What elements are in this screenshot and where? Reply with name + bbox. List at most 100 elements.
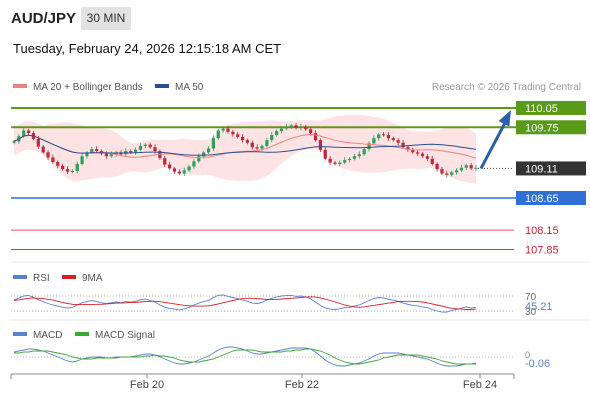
candle-body (275, 131, 279, 135)
macd-legend: MACD MACD Signal (13, 330, 155, 341)
candle-body (367, 143, 371, 150)
candle-body (177, 171, 181, 174)
ma20-legend-label: MA 20 + Bollinger Bands (33, 82, 143, 93)
candle-body (250, 142, 254, 148)
rsi-line (13, 294, 477, 313)
candle-body (420, 153, 425, 157)
candle-body (265, 140, 269, 146)
resistance-level-label: 109.75 (525, 122, 559, 134)
x-tick-label: Feb 24 (463, 379, 497, 391)
candle-body (90, 149, 94, 153)
candle-body (163, 158, 167, 165)
candle-body (202, 152, 206, 157)
main-legend: MA 20 + Bollinger Bands MA 50 Research ©… (13, 82, 581, 93)
candle-body (425, 156, 429, 159)
candle-body (221, 128, 225, 131)
x-tick-label: Feb 22 (285, 379, 319, 391)
candle-body (309, 129, 313, 134)
candle-body (459, 167, 464, 171)
candle-body (304, 126, 308, 130)
forecast-arrow (479, 120, 508, 170)
candle-body (279, 128, 284, 132)
candle-body (445, 173, 449, 175)
candle-body (450, 172, 454, 175)
candle-body (187, 166, 191, 171)
candle-body (197, 156, 201, 162)
last-price-label: 109.11 (525, 163, 558, 175)
forecast-arrow-head (498, 110, 511, 127)
candle-body (26, 130, 31, 134)
candle-body (80, 156, 84, 164)
candle-body (416, 152, 420, 154)
candle-body (294, 125, 298, 128)
candle-body (401, 142, 405, 148)
candle-body (129, 151, 133, 153)
candle-body (148, 144, 152, 148)
candle-body (182, 170, 186, 174)
rsi-level-label: 30 (525, 307, 537, 318)
candle-body (95, 149, 99, 152)
macd-signal-legend-label: MACD Signal (95, 330, 155, 341)
candle-body (430, 158, 434, 164)
ma50-legend-label: MA 50 (175, 82, 204, 93)
candle-body (153, 147, 157, 152)
support-level-label: 108.65 (525, 193, 559, 205)
candle-body (36, 138, 40, 147)
timeframe-button[interactable]: 30 MIN (81, 7, 131, 30)
resistance-level-label: 110.05 (525, 103, 558, 115)
rsi-last-value: 45.21 (525, 301, 553, 313)
datetime-label: Tuesday, February 24, 2026 12:15:18 AM C… (13, 41, 282, 56)
rsi-ma-legend-swatch (62, 275, 76, 279)
candle-body (289, 125, 293, 127)
candle-body (270, 135, 274, 141)
candle-body (377, 134, 381, 139)
candle-body (168, 164, 172, 169)
candle-body (382, 134, 386, 136)
candle-body (333, 162, 337, 164)
x-tick-label: Feb 20 (130, 379, 164, 391)
candle-body (85, 152, 89, 157)
macd-last-value: -0.06 (525, 358, 550, 370)
candle-body (313, 133, 318, 141)
candle-body (328, 158, 332, 163)
rsi-ma-legend-label: 9MA (82, 273, 103, 284)
candle-body (56, 162, 60, 166)
candle-body (362, 149, 366, 155)
rsi-level-label: 70 (525, 292, 537, 303)
candle-body (75, 163, 79, 171)
candle-body (260, 145, 264, 149)
candle-body (226, 128, 230, 132)
candle-body (12, 141, 16, 143)
last-price-tag (516, 161, 586, 176)
candle-body (357, 154, 361, 157)
candle-body (65, 169, 70, 172)
candle-body (192, 161, 196, 167)
candle-body (469, 165, 473, 169)
candle-body (347, 158, 352, 161)
rsi-legend: RSI 9MA (13, 273, 103, 284)
candle-body (386, 135, 391, 139)
macd-panel: 0-0.06 (11, 346, 550, 370)
candle-body (338, 162, 342, 164)
candle-body (435, 163, 439, 170)
ma50-line (13, 134, 477, 156)
candle-body (240, 136, 245, 141)
candle-body (236, 134, 240, 137)
candle-body (474, 167, 478, 169)
macd-signal-line (14, 348, 476, 365)
candle-body (138, 145, 143, 150)
candle-body (406, 147, 410, 150)
candle-body (206, 148, 211, 153)
x-axis: Feb 20 Feb 22 Feb 24 (10, 373, 515, 391)
candle-body (70, 171, 74, 172)
candle-body (46, 152, 50, 158)
candle-body (318, 140, 322, 150)
symbol-title: AUD/JPY (11, 10, 77, 27)
support-level-tag (516, 191, 586, 205)
candle-body (245, 140, 250, 143)
price-panel: 110.05 109.75 109.11 108.65 108.15 107.85 (11, 101, 586, 256)
macd-legend-label: MACD (33, 330, 62, 341)
rsi-ma-line (13, 296, 477, 310)
candle-body (396, 140, 400, 143)
candle-body (211, 138, 215, 149)
